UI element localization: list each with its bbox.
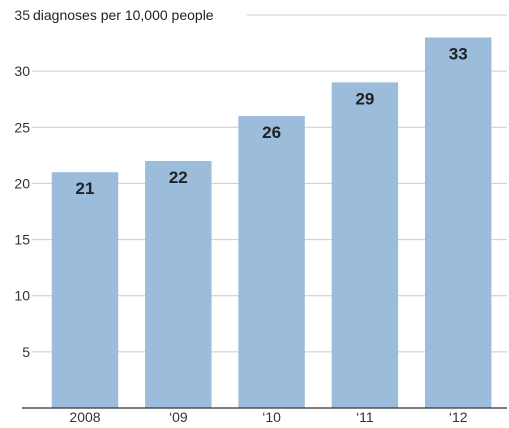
y-tick-label: 25 (14, 119, 30, 135)
data-label-2: 26 (262, 123, 281, 142)
y-tick-label: 20 (14, 175, 30, 191)
bar-0 (51, 172, 119, 408)
y-tick-label: 15 (14, 232, 30, 248)
y-tick-label: 35 (14, 7, 30, 23)
data-label-1: 22 (169, 168, 188, 187)
y-axis-unit-label: diagnoses per 10,000 people (33, 7, 214, 23)
x-tick-label-2: ‘10 (262, 409, 281, 425)
bars (51, 37, 492, 409)
bar-1 (145, 160, 212, 408)
bar-4 (424, 37, 492, 408)
x-tick-label-1: ‘09 (169, 409, 188, 425)
data-label-4: 33 (449, 44, 468, 63)
data-label-0: 21 (76, 179, 95, 198)
data-labels: 21 22 26 29 33 (76, 44, 468, 198)
x-tick-label-3: ‘11 (356, 409, 374, 425)
x-tick-label-0: 2008 (69, 409, 100, 425)
x-tick-label-4: ‘12 (449, 409, 468, 425)
y-tick-label: 10 (14, 288, 30, 304)
bar-2 (238, 116, 305, 409)
y-tick-label: 30 (14, 63, 30, 79)
y-axis-ticks: 5 10 15 20 25 30 35 (14, 7, 30, 360)
x-axis-labels: 2008 ‘09 ‘10 ‘11 ‘12 (69, 409, 467, 425)
y-tick-label: 5 (22, 344, 30, 360)
bar-3 (331, 82, 399, 408)
data-label-3: 29 (355, 89, 374, 108)
